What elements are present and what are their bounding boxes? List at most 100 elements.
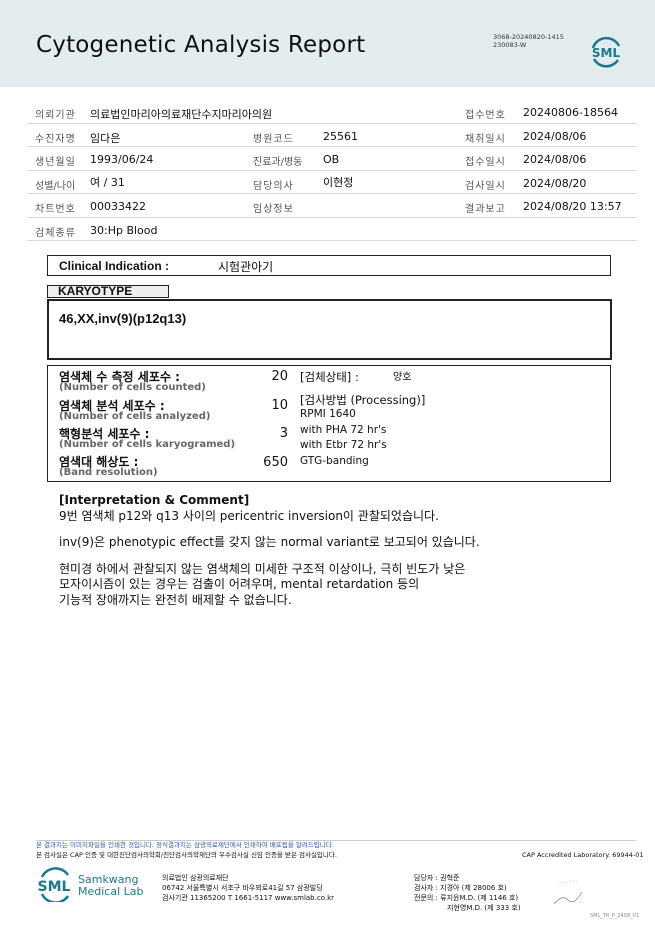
interpretation-text: inv(9)은 phenotypic effect를 갖지 않는 normal … <box>59 535 480 549</box>
band-resolution-label: 염색대 해상도 : (Band resolution) <box>59 456 158 478</box>
label: 수진자명 <box>35 133 76 145</box>
code-line: 230083-W <box>493 41 527 49</box>
svg-text:SML: SML <box>592 46 621 60</box>
label-en: (Number of cells analyzed) <box>59 411 211 422</box>
cap-accreditation: CAP Accredited Laboratory. 69944-01 <box>522 851 644 859</box>
staff-line: 전문의 : 류지윤M.D. (제 1146 호) <box>414 894 519 902</box>
cells-counted-value: 20 <box>271 369 288 384</box>
info-row: 검체종류 30:Hp Blood <box>27 218 637 241</box>
karyotype-box: 46,XX,inv(9)(p12q13) <box>47 299 612 360</box>
accreditation-notice: 본 검사실은 CAP 인증 및 대한진단검사의학회/진단검사의학재단의 우수검사… <box>36 851 337 859</box>
report-code: 3068-20240820-1415 230083-W <box>493 33 564 49</box>
processing-item: RPMI 1640 <box>300 408 356 420</box>
karyotype-tab: KARYOTYPE <box>47 285 169 298</box>
interpretation-text: 모자이시즘이 있는 경우는 검출이 어려우며, mental retardati… <box>59 577 420 591</box>
print-notice: 본 결과지는 이미지파일을 인쇄한 것입니다. 정식결과지는 삼광의료재단에서 … <box>36 841 334 849</box>
processing-item: with Etbr 72 hr's <box>300 439 387 451</box>
specimen-status-label: [검체상태] : <box>300 370 359 384</box>
specimen-status-value: 양호 <box>393 372 412 383</box>
clinical-indication-value: 시험관아기 <box>218 260 274 274</box>
label-ko: 염색체 분석 세포수 : <box>59 399 165 413</box>
interpretation-text: 현미경 하에서 관찰되지 않는 염색체의 미세한 구조적 이상이나, 극히 빈도… <box>59 561 466 576</box>
label: 접수번호 <box>465 110 506 121</box>
value: 임다은 <box>90 131 121 145</box>
karyotype-value: 46,XX,inv(9)(p12q13) <box>59 311 187 326</box>
info-row: 의뢰기관 의료법인마리아의료재단수지마리아의원 접수번호 20240806-18… <box>27 100 637 124</box>
cells-karyogramed-value: 3 <box>279 426 288 441</box>
label: 생년월일 <box>35 157 76 168</box>
label: 검사일시 <box>465 180 506 192</box>
staff-line: 지현영M.D. (제 333 호) <box>447 904 521 912</box>
label: 차트번호 <box>35 204 76 215</box>
report-title: Cytogenetic Analysis Report <box>36 32 366 58</box>
label: 채취일시 <box>465 133 506 145</box>
cells-karyogramed-label: 핵형분석 세포수 : (Number of cells karyogramed) <box>59 428 235 450</box>
org-contact: 검사기관 11365200 T 1661-5117 www.smlab.co.k… <box>162 894 335 902</box>
footer-divider <box>36 840 636 841</box>
info-row: 성별/나이 여 / 31 담당의사 이현정 검사일시 2024/08/20 <box>27 171 637 194</box>
signature-icon <box>553 880 583 905</box>
label: 의뢰기관 <box>35 110 76 121</box>
label: 임상정보 <box>253 204 294 215</box>
value: 2024/08/06 <box>523 153 587 166</box>
value: 이현정 <box>323 175 354 189</box>
value: 1993/06/24 <box>90 153 154 166</box>
processing-label: [검사방법 (Processing)] <box>300 393 426 407</box>
value: 2024/08/20 13:57 <box>523 200 622 213</box>
value: 00033422 <box>90 200 146 213</box>
info-row: 차트번호 00033422 임상정보 결과보고 2024/08/20 13:57 <box>27 194 637 218</box>
label: 결과보고 <box>465 204 506 215</box>
sml-footer-logo-icon: SML <box>38 867 71 902</box>
clinical-indication-label: Clinical Indication : <box>59 259 170 273</box>
staff-info: 담당자 : 권혁준 검사자 : 지경아 (제 28006 호) 전문의 : 류지… <box>414 873 521 913</box>
processing-item: GTG-banding <box>300 455 369 467</box>
cells-analyzed-label: 염색체 분석 세포수 : (Number of cells analyzed) <box>59 400 210 422</box>
code-line: 3068-20240820-1415 <box>493 33 564 41</box>
value: 여 / 31 <box>90 175 125 189</box>
brand-name: Samkwang Medical Lab <box>78 874 144 898</box>
interpretation-text: 기능적 장애까지는 완전히 배제할 수 없습니다. <box>59 592 292 607</box>
svg-text:SML: SML <box>38 879 71 895</box>
interpretation-section: [Interpretation & Comment] 9번 염색체 p12와 q… <box>59 493 480 608</box>
label-ko: 염색체 수 측정 세포수 : <box>59 370 180 384</box>
organization-info: 의료법인 삼광의료재단 06742 서울특별시 서초구 바우뫼로41길 57 삼… <box>162 873 334 903</box>
brand-line: Medical Lab <box>78 885 144 898</box>
interpretation-text: 9번 염색체 p12와 q13 사이의 pericentric inversio… <box>59 508 439 523</box>
org-name: 의료법인 삼광의료재단 <box>162 874 229 882</box>
staff-line: 담당자 : 권혁준 <box>414 874 460 882</box>
value: 2024/08/20 <box>523 176 587 190</box>
form-code: SML_TR_P_2408_V1 <box>590 913 640 919</box>
cells-analyzed-value: 10 <box>271 398 288 413</box>
value: 30:Hp Blood <box>90 223 158 237</box>
label: 접수일시 <box>465 157 506 168</box>
label: 담당의사 <box>253 180 294 192</box>
label: 진료과/병동 <box>253 157 303 168</box>
processing-item: with PHA 72 hr's <box>300 424 387 436</box>
label-ko: 염색대 해상도 : <box>59 455 139 469</box>
sml-logo-icon: SML <box>591 36 621 68</box>
band-resolution-value: 650 <box>263 455 288 470</box>
value: 의료법인마리아의료재단수지마리아의원 <box>90 108 273 121</box>
cells-counted-label: 염색체 수 측정 세포수 : (Number of cells counted) <box>59 371 206 393</box>
patient-info-table: 의뢰기관 의료법인마리아의료재단수지마리아의원 접수번호 20240806-18… <box>27 100 637 241</box>
label-ko: 핵형분석 세포수 : <box>59 427 150 441</box>
org-address: 06742 서울특별시 서초구 바우뫼로41길 57 삼광빌딩 <box>162 884 323 892</box>
value: OB <box>323 153 340 166</box>
staff-line: 검사자 : 지경아 (제 28006 호) <box>414 884 507 892</box>
label-en: (Number of cells counted) <box>59 382 206 393</box>
value: 20240806-18564 <box>523 106 618 119</box>
label: 검체종류 <box>35 227 76 239</box>
label-en: (Band resolution) <box>59 467 158 478</box>
info-row: 생년월일 1993/06/24 진료과/병동 OB 접수일시 2024/08/0… <box>27 147 637 171</box>
value: 2024/08/06 <box>523 129 587 143</box>
cell-counts-box: 염색체 수 측정 세포수 : (Number of cells counted) … <box>47 365 611 482</box>
report-header: Cytogenetic Analysis Report 3068-2024082… <box>0 0 655 87</box>
label: 병원코드 <box>253 133 294 145</box>
info-row: 수진자명 임다은 병원코드 25561 채취일시 2024/08/06 <box>27 124 637 147</box>
value: 25561 <box>323 129 358 143</box>
label-en: (Number of cells karyogramed) <box>59 439 236 450</box>
clinical-indication-box: Clinical Indication : 시험관아기 <box>47 255 611 276</box>
brand-line: Samkwang <box>78 873 139 886</box>
interpretation-title: [Interpretation & Comment] <box>59 493 250 507</box>
label: 성별/나이 <box>35 180 76 192</box>
